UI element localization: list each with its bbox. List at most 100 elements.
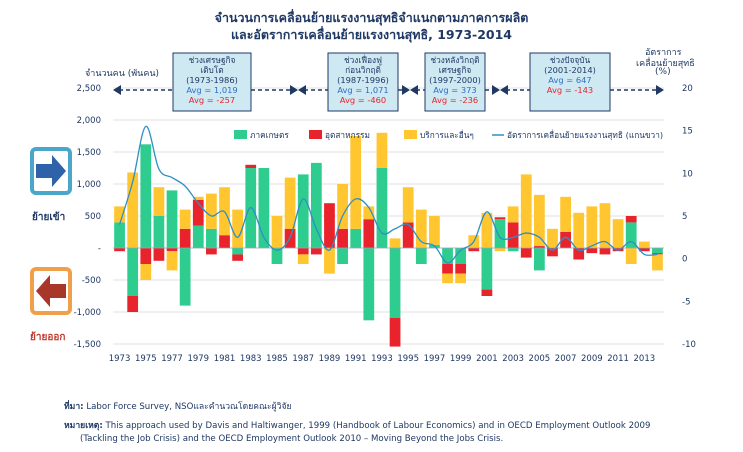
agriculture-bar bbox=[652, 248, 663, 254]
industry-bar bbox=[481, 289, 493, 296]
note-text-2: (Tackling the Job Crisis) and the OECD E… bbox=[80, 434, 504, 444]
x-tick-label: 1975 bbox=[135, 354, 157, 364]
period-label: (1997-2000) bbox=[429, 75, 481, 85]
services-bar bbox=[638, 241, 650, 248]
period-label: (1973-1986) bbox=[186, 75, 238, 85]
agriculture-bar bbox=[206, 228, 217, 248]
period-avg-out: Avg = -257 bbox=[189, 95, 235, 105]
period-arrowhead bbox=[410, 85, 418, 95]
industry-bar bbox=[533, 246, 545, 248]
services-bar bbox=[547, 228, 558, 248]
agriculture-bar bbox=[153, 216, 165, 248]
industry-bar bbox=[442, 264, 453, 274]
x-tick-label: 2005 bbox=[529, 354, 551, 364]
industry-bar bbox=[625, 216, 637, 223]
agriculture-bar bbox=[271, 248, 283, 264]
y-left-tick-label: 1,500 bbox=[77, 148, 101, 158]
industry-bar bbox=[140, 248, 152, 264]
period-label: ช่วงเศรษฐกิจ bbox=[189, 55, 236, 65]
industry-bar bbox=[206, 248, 217, 255]
y-left-tick-label: -1,500 bbox=[74, 340, 101, 350]
services-bar bbox=[560, 196, 571, 232]
legend-swatch bbox=[404, 130, 417, 139]
agriculture-bar bbox=[258, 168, 270, 248]
industry-bar bbox=[547, 248, 558, 257]
industry-bar bbox=[586, 248, 598, 254]
services-bar bbox=[324, 248, 335, 274]
period-label: เศรษฐกิจ bbox=[439, 65, 472, 75]
period-box bbox=[172, 52, 252, 112]
industry-bar bbox=[455, 264, 467, 274]
industry-bar bbox=[337, 228, 348, 248]
y-left-tick-label: 2,000 bbox=[77, 116, 101, 126]
chart-title-line1: จำนวนการเคลื่อนย้ายแรงงานสุทธิจำแนกตามภา… bbox=[214, 10, 529, 25]
industry-bar bbox=[114, 248, 125, 252]
services-bar bbox=[140, 264, 152, 280]
period-arrowhead bbox=[492, 85, 500, 95]
right-axis-label-1: อัตราการ bbox=[645, 48, 682, 58]
industry-bar bbox=[402, 222, 414, 248]
y-right-tick-label: -5 bbox=[682, 297, 690, 307]
period-label: ก่อนวิกฤติ bbox=[345, 65, 381, 75]
period-avg-out: Avg = -143 bbox=[547, 85, 593, 95]
industry-bar bbox=[153, 248, 165, 261]
agriculture-bar bbox=[114, 222, 125, 248]
x-tick-label: 2007 bbox=[555, 354, 577, 364]
services-bar bbox=[153, 187, 165, 216]
legend-swatch bbox=[234, 130, 247, 139]
services-bar bbox=[573, 212, 585, 248]
services-bar bbox=[520, 174, 532, 248]
rate-line bbox=[118, 125, 658, 264]
agriculture-bar bbox=[415, 248, 427, 264]
services-bar bbox=[297, 254, 309, 264]
industry-bar bbox=[324, 203, 335, 248]
services-bar bbox=[284, 177, 296, 229]
services-bar bbox=[350, 136, 362, 229]
right-axis-label-3: (%) bbox=[655, 67, 671, 77]
agriculture-bar bbox=[297, 174, 309, 248]
period-label: (2001-2014) bbox=[544, 65, 596, 75]
arrow-left-icon bbox=[36, 275, 66, 307]
agriculture-bar bbox=[533, 248, 545, 271]
agriculture-bar bbox=[337, 248, 348, 264]
agriculture-bar bbox=[389, 248, 401, 318]
legend-swatch bbox=[309, 130, 322, 139]
x-tick-label: 1989 bbox=[319, 354, 341, 364]
agriculture-bar bbox=[192, 225, 204, 248]
period-avg-in: Avg = 1,071 bbox=[337, 85, 388, 95]
note-text-1: This approach used by Davis and Haltiwan… bbox=[105, 421, 651, 431]
agriculture-bar bbox=[376, 168, 388, 248]
x-tick-label: 1987 bbox=[292, 354, 314, 364]
period-arrowhead bbox=[290, 85, 298, 95]
x-tick-label: 1999 bbox=[450, 354, 472, 364]
move-out-box bbox=[30, 267, 72, 315]
period-arrowhead bbox=[298, 85, 306, 95]
industry-bar bbox=[219, 235, 230, 248]
y-left-tick-label: - bbox=[98, 244, 101, 254]
x-tick-label: 2013 bbox=[634, 354, 656, 364]
agriculture-bar bbox=[232, 248, 244, 255]
x-tick-label: 1993 bbox=[371, 354, 393, 364]
y-right-tick-label: 0 bbox=[682, 255, 687, 265]
y-right-tick-label: 15 bbox=[682, 127, 693, 137]
y-left-tick-label: 2,500 bbox=[77, 84, 101, 94]
industry-bar bbox=[573, 248, 585, 260]
services-bar bbox=[337, 184, 348, 229]
y-left-tick-label: 1,000 bbox=[77, 180, 101, 190]
industry-bar bbox=[599, 248, 611, 255]
period-box bbox=[529, 52, 611, 112]
agriculture-bar bbox=[625, 222, 637, 248]
services-bar bbox=[533, 194, 545, 247]
services-bar bbox=[363, 206, 375, 220]
services-bar bbox=[625, 248, 637, 264]
x-tick-label: 1973 bbox=[109, 354, 131, 364]
industry-bar bbox=[560, 232, 571, 248]
period-label: เติบโต bbox=[200, 65, 223, 75]
services-bar bbox=[192, 196, 204, 200]
industry-bar bbox=[245, 164, 257, 168]
services-bar bbox=[494, 248, 506, 252]
x-tick-label: 2003 bbox=[502, 354, 524, 364]
services-bar bbox=[507, 206, 519, 223]
legend-label: อุตสาหกรรม bbox=[325, 130, 370, 141]
right-axis-label-2: เคลื่อนย้ายสุทธิ bbox=[636, 59, 695, 69]
